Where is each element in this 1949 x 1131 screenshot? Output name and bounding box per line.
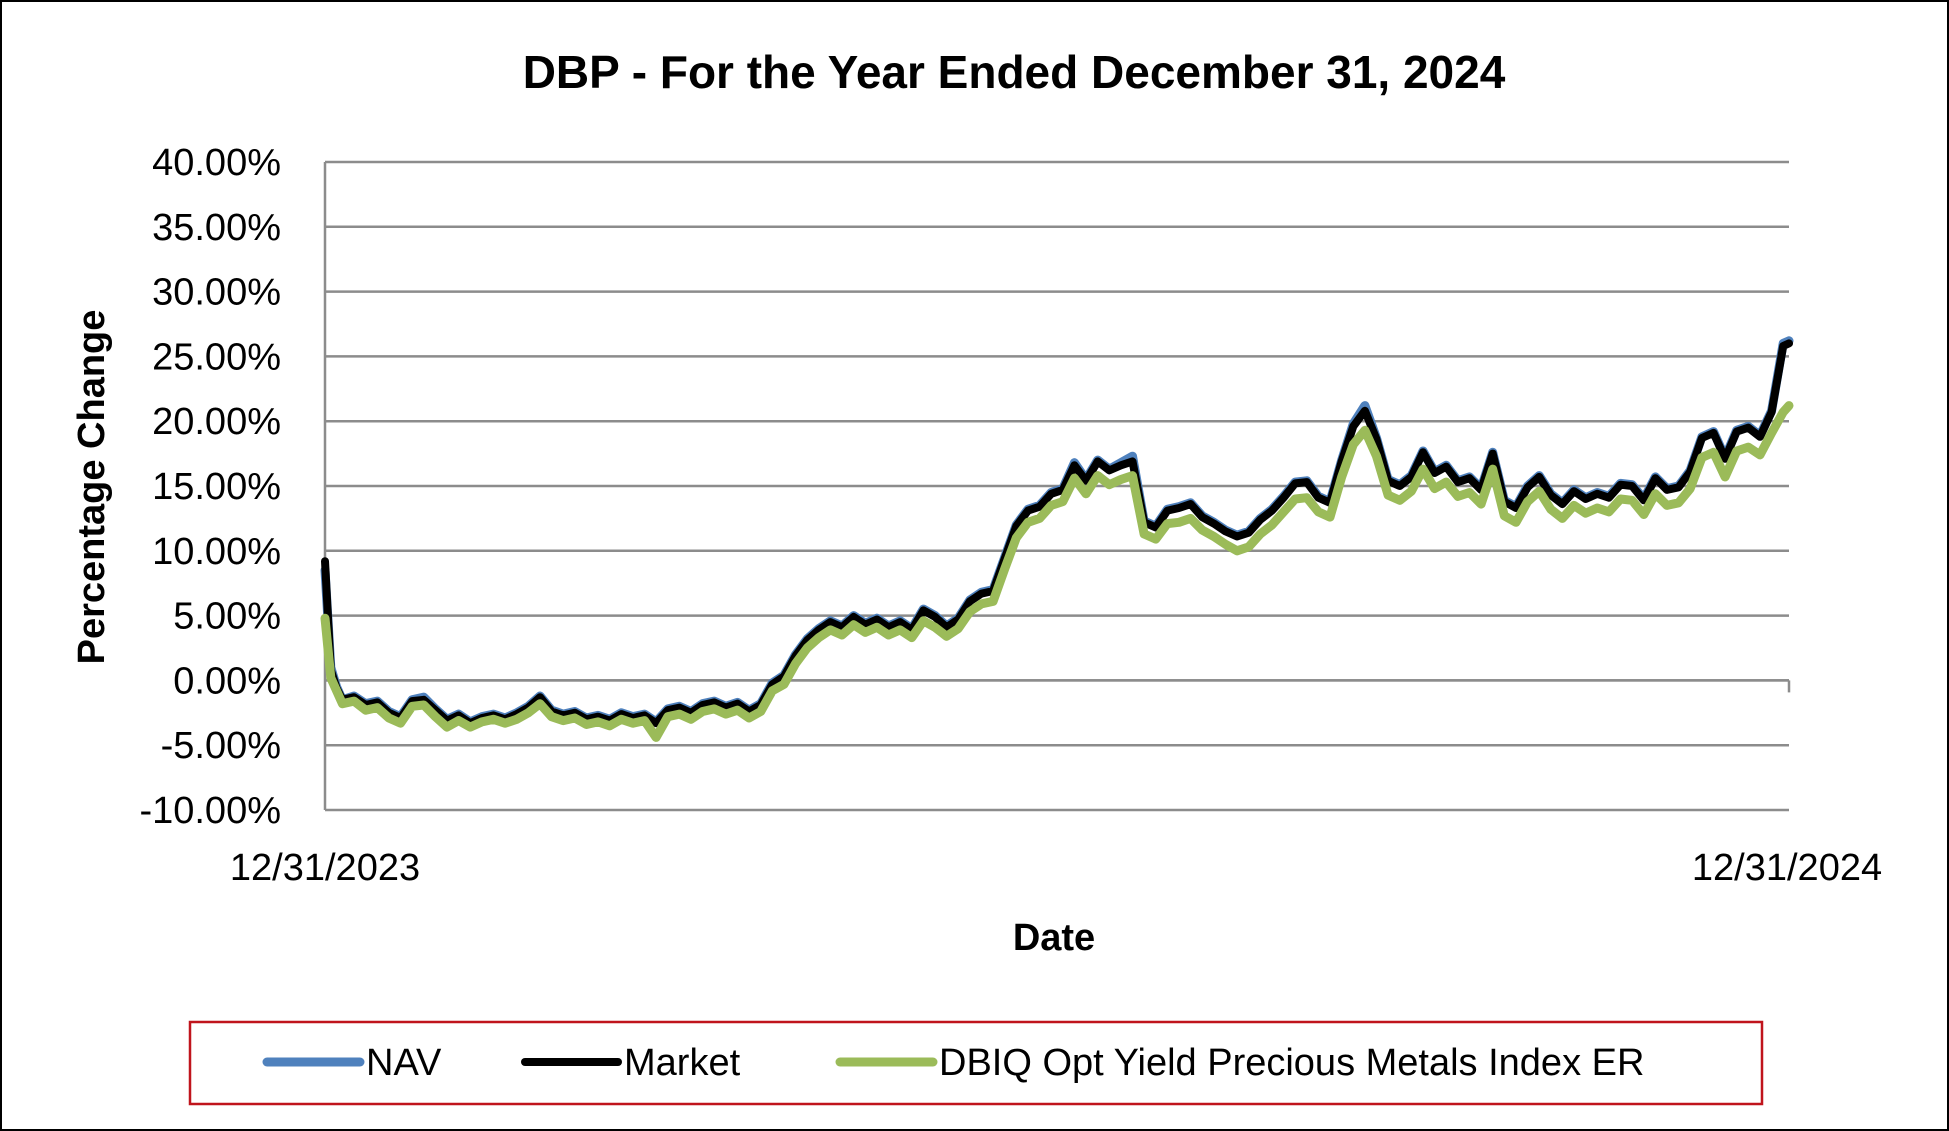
y-tick-label: 0.00% (173, 660, 281, 702)
y-tick-label: 30.00% (152, 272, 281, 314)
series-line-index (320, 401, 1794, 742)
y-tick-label: -5.00% (161, 725, 281, 767)
y-tick-label: 15.00% (152, 466, 281, 508)
y-tick-label: 25.00% (152, 336, 281, 378)
series-line-nav (320, 336, 1794, 727)
y-tick-label: 35.00% (152, 207, 281, 249)
chart-title: DBP - For the Year Ended December 31, 20… (523, 46, 1506, 98)
x-tick-label-end: 12/31/2024 (1692, 847, 1882, 889)
y-tick-label: 20.00% (152, 401, 281, 443)
legend-label-market: Market (624, 1042, 741, 1084)
axes (323, 162, 1791, 810)
y-axis-tick-labels: 40.00% 35.00% 30.00% 25.00% 20.00% 15.00% 10.0… (139, 142, 281, 832)
legend-label-nav: NAV (366, 1042, 442, 1084)
y-tick-label: 10.00% (152, 531, 281, 573)
y-axis-title: Percentage Change (71, 310, 113, 665)
x-axis-title: Date (1013, 917, 1095, 959)
series-lines (320, 336, 1794, 742)
legend-label-index: DBIQ Opt Yield Precious Metals Index ER (939, 1042, 1644, 1084)
x-tick-label-start: 12/31/2023 (230, 847, 420, 889)
y-tick-label: -10.00% (139, 790, 281, 832)
legend: NAV Market DBIQ Opt Yield Precious Metal… (188, 1020, 1764, 1106)
y-tick-label: 40.00% (152, 142, 281, 184)
legend-border (188, 1020, 1764, 1106)
y-tick-label: 5.00% (173, 596, 281, 638)
series-line-market (321, 339, 1793, 728)
